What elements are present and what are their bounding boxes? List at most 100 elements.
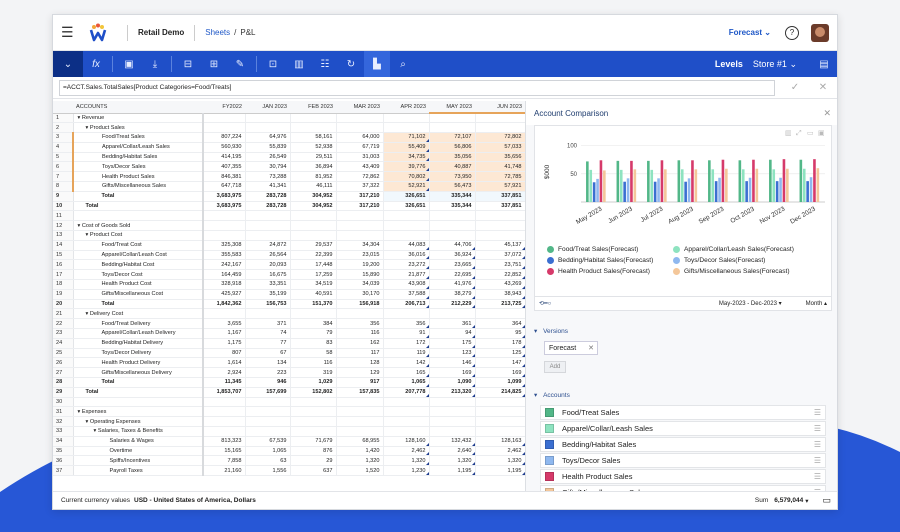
row-label[interactable]: Food/Treat Sales bbox=[73, 132, 204, 143]
cell[interactable]: 326,651 bbox=[383, 201, 430, 212]
column-header-accounts[interactable]: ACCOUNTS bbox=[73, 101, 203, 114]
cell[interactable]: 157,835 bbox=[336, 387, 384, 398]
cell[interactable]: 73,950 bbox=[429, 171, 476, 183]
cell[interactable]: 1,320 bbox=[383, 455, 430, 467]
cell[interactable]: 156,918 bbox=[336, 299, 384, 310]
row-label[interactable]: Payroll Taxes bbox=[73, 465, 204, 476]
cell[interactable]: 64,000 bbox=[336, 132, 384, 143]
cell[interactable] bbox=[290, 308, 337, 320]
cell[interactable]: 22,399 bbox=[290, 250, 337, 261]
cell[interactable]: 73,288 bbox=[245, 171, 291, 183]
table-row[interactable]: 4 Apparel/Collar/Leash Sales 560,930 55,839… bbox=[53, 142, 525, 153]
cell[interactable]: 67 bbox=[245, 348, 291, 359]
chart-icon[interactable]: ▙ bbox=[364, 51, 390, 77]
row-label[interactable]: Toys/Decor Delivery bbox=[73, 348, 204, 359]
cell[interactable] bbox=[290, 113, 337, 124]
table-row[interactable]: 24 Bedding/Habitat Delivery 1,175 77 83 162 17… bbox=[53, 338, 525, 349]
cell[interactable] bbox=[475, 397, 525, 408]
cell[interactable] bbox=[245, 397, 291, 408]
period-dropdown[interactable]: Month ▴ bbox=[805, 301, 827, 307]
table-row[interactable]: 21 ▾ Delivery Cost bbox=[53, 308, 525, 320]
cell[interactable]: 165 bbox=[383, 367, 430, 379]
account-item[interactable]: Food/Treat Sales ☰ bbox=[540, 405, 826, 420]
cell[interactable]: 132,432 bbox=[429, 436, 476, 447]
cell[interactable] bbox=[245, 122, 291, 134]
table-row[interactable]: 35 Overtime 15,165 1,065 876 1,420 2,462 2,640 2… bbox=[53, 446, 525, 457]
cell[interactable]: 414,195 bbox=[203, 152, 246, 163]
cell[interactable]: 34,735 bbox=[383, 152, 430, 163]
cell[interactable]: 2,462 bbox=[475, 446, 525, 457]
account-color-swatch[interactable] bbox=[545, 472, 554, 482]
cell[interactable]: 328,918 bbox=[203, 279, 246, 290]
row-label[interactable]: ▾ Product Cost bbox=[73, 230, 204, 241]
remove-icon[interactable]: ✕ bbox=[588, 345, 594, 352]
cell[interactable]: 207,778 bbox=[383, 387, 430, 398]
menu-icon[interactable]: ☰ bbox=[61, 24, 74, 40]
cell[interactable]: 946 bbox=[245, 377, 291, 388]
row-label[interactable]: Health Product Cost bbox=[73, 279, 204, 290]
cell[interactable]: 38,279 bbox=[429, 289, 476, 300]
legend-item[interactable]: Food/Treat Sales(Forecast) bbox=[547, 244, 665, 255]
cell[interactable] bbox=[336, 308, 384, 320]
chevron-down-icon[interactable]: ▾ bbox=[805, 497, 809, 505]
cell[interactable]: 43,269 bbox=[475, 279, 525, 290]
cell[interactable] bbox=[383, 397, 430, 408]
cell[interactable] bbox=[336, 122, 384, 134]
row-label[interactable]: ▾ Revenue bbox=[73, 113, 204, 124]
cell[interactable]: 128,160 bbox=[383, 436, 430, 447]
expand-toggle-icon[interactable]: ▾ bbox=[85, 232, 90, 239]
cell[interactable]: 94 bbox=[429, 328, 476, 339]
cell[interactable] bbox=[290, 122, 337, 134]
cell[interactable]: 1,853,707 bbox=[203, 387, 246, 398]
list-icon[interactable]: ☷ bbox=[320, 58, 330, 70]
cell[interactable]: 19,200 bbox=[336, 259, 384, 271]
cell[interactable] bbox=[383, 426, 430, 437]
cell[interactable]: 1,090 bbox=[429, 377, 476, 388]
cell[interactable] bbox=[336, 113, 384, 124]
cell[interactable]: 1,556 bbox=[245, 465, 291, 476]
cell[interactable]: 3,683,975 bbox=[203, 201, 246, 212]
cell[interactable] bbox=[475, 220, 525, 232]
row-label[interactable]: Food/Treat Delivery bbox=[73, 318, 204, 330]
cell[interactable]: 36,016 bbox=[383, 250, 430, 261]
columns-icon[interactable]: ▥ bbox=[294, 58, 304, 70]
cell[interactable]: 79 bbox=[290, 328, 337, 339]
cell[interactable]: 2,462 bbox=[383, 446, 430, 457]
cell[interactable]: 26,564 bbox=[245, 250, 291, 261]
cell[interactable] bbox=[203, 113, 246, 124]
close-icon[interactable]: ✕ bbox=[823, 107, 831, 118]
cell[interactable] bbox=[290, 230, 337, 241]
cell[interactable]: 326,651 bbox=[383, 191, 430, 202]
cell[interactable] bbox=[203, 406, 246, 418]
cell[interactable]: 213,320 bbox=[429, 387, 476, 398]
cell[interactable]: 58 bbox=[290, 348, 337, 359]
row-label[interactable]: Bedding/Habitat Cost bbox=[73, 259, 204, 271]
cell[interactable] bbox=[383, 122, 430, 134]
cell[interactable] bbox=[383, 406, 430, 418]
cell[interactable] bbox=[203, 426, 246, 437]
cell[interactable]: 119 bbox=[383, 348, 430, 359]
cell[interactable] bbox=[245, 406, 291, 418]
row-label[interactable]: Toys/Decor Cost bbox=[73, 269, 204, 281]
row-label[interactable]: Apparel/Collar/Leash Delivery bbox=[73, 328, 204, 339]
cell[interactable]: 34,304 bbox=[336, 240, 384, 251]
cell[interactable] bbox=[336, 426, 384, 437]
cell[interactable]: 91 bbox=[383, 328, 430, 339]
cell[interactable]: 223 bbox=[245, 367, 291, 379]
cell[interactable] bbox=[475, 426, 525, 437]
row-label[interactable]: Food/Treat Cost bbox=[73, 240, 204, 251]
cell[interactable]: 1,230 bbox=[383, 465, 430, 476]
row-label[interactable]: Apparel/Collar/Leash Cost bbox=[73, 250, 204, 261]
cell[interactable] bbox=[429, 308, 476, 320]
cell[interactable]: 876 bbox=[290, 446, 337, 457]
cell[interactable]: 128 bbox=[336, 357, 384, 369]
table-row[interactable]: 5 Bedding/Habitat Sales 414,195 26,549 29,51… bbox=[53, 152, 525, 163]
account-color-swatch[interactable] bbox=[545, 439, 554, 449]
table-row[interactable]: 9 Total 3,683,975 283,728 304,952 317,210 326,… bbox=[53, 191, 525, 202]
cell[interactable]: 164,459 bbox=[203, 269, 246, 281]
cell[interactable]: 11,345 bbox=[203, 377, 246, 388]
row-label[interactable]: Salaries & Wages bbox=[73, 436, 204, 447]
table-row[interactable]: 11 bbox=[53, 210, 525, 222]
cell[interactable] bbox=[429, 426, 476, 437]
cell[interactable]: 95 bbox=[475, 328, 525, 339]
